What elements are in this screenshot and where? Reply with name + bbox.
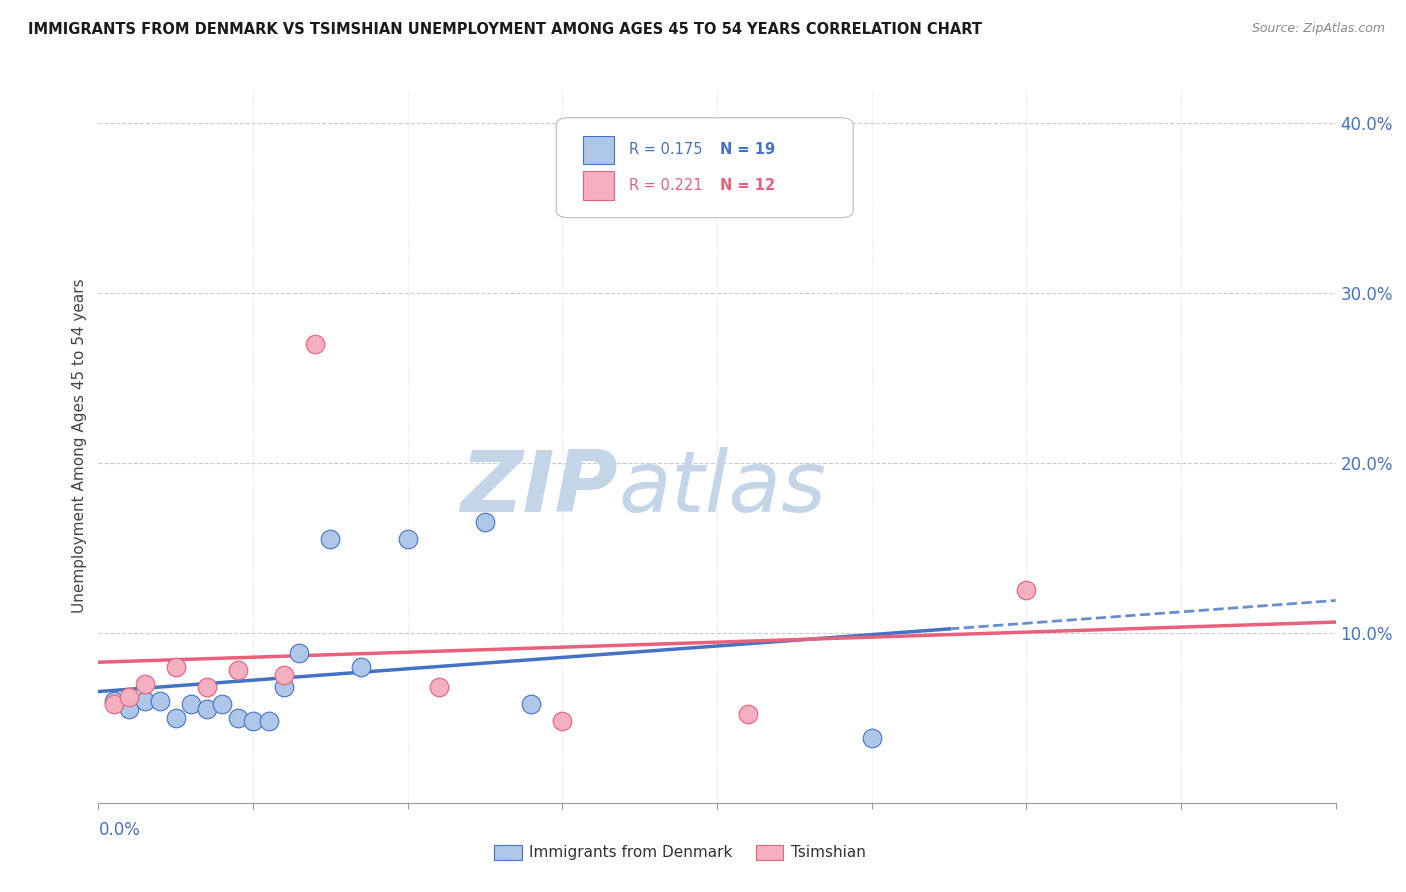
Point xyxy=(226,663,249,677)
Point xyxy=(149,694,172,708)
Point xyxy=(165,711,187,725)
Point xyxy=(474,516,496,530)
Text: Source: ZipAtlas.com: Source: ZipAtlas.com xyxy=(1251,22,1385,36)
Point xyxy=(118,690,141,705)
Point xyxy=(242,714,264,729)
Point xyxy=(860,731,883,746)
Text: atlas: atlas xyxy=(619,447,827,531)
Point xyxy=(211,698,233,712)
Text: N = 12: N = 12 xyxy=(720,178,775,193)
Point xyxy=(551,714,574,729)
Point xyxy=(1015,583,1038,598)
Point xyxy=(180,698,202,712)
Text: ZIP: ZIP xyxy=(460,447,619,531)
Point xyxy=(288,646,311,660)
FancyBboxPatch shape xyxy=(583,136,614,164)
Point xyxy=(134,677,156,691)
Point xyxy=(134,694,156,708)
Text: R = 0.175: R = 0.175 xyxy=(630,143,703,157)
Point xyxy=(103,694,125,708)
Point xyxy=(304,337,326,351)
Point xyxy=(319,533,342,547)
Point xyxy=(737,707,759,722)
Text: IMMIGRANTS FROM DENMARK VS TSIMSHIAN UNEMPLOYMENT AMONG AGES 45 TO 54 YEARS CORR: IMMIGRANTS FROM DENMARK VS TSIMSHIAN UNE… xyxy=(28,22,983,37)
FancyBboxPatch shape xyxy=(557,118,853,218)
Point xyxy=(165,660,187,674)
Point xyxy=(396,533,419,547)
Point xyxy=(103,698,125,712)
Text: R = 0.221: R = 0.221 xyxy=(630,178,703,193)
Point xyxy=(273,680,295,694)
Point xyxy=(273,668,295,682)
Point xyxy=(350,660,373,674)
Point xyxy=(118,702,141,716)
Point xyxy=(257,714,280,729)
Text: 0.0%: 0.0% xyxy=(98,821,141,838)
Y-axis label: Unemployment Among Ages 45 to 54 years: Unemployment Among Ages 45 to 54 years xyxy=(72,278,87,614)
Point xyxy=(226,711,249,725)
Point xyxy=(195,702,218,716)
Text: N = 19: N = 19 xyxy=(720,143,775,157)
Point xyxy=(195,680,218,694)
FancyBboxPatch shape xyxy=(583,171,614,200)
Point xyxy=(427,680,450,694)
Point xyxy=(520,698,543,712)
Legend: Immigrants from Denmark, Tsimshian: Immigrants from Denmark, Tsimshian xyxy=(488,838,872,866)
